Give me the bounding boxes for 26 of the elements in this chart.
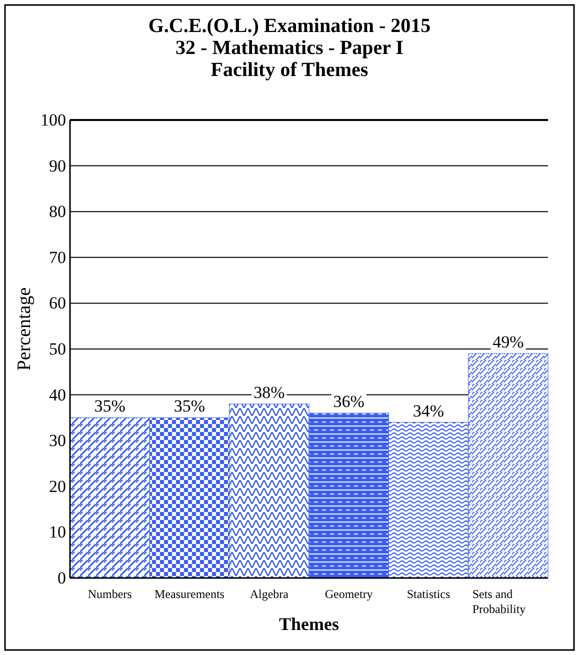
- data-label: 49%: [492, 332, 524, 352]
- chart-title: G.C.E.(O.L.) Examination - 2015 32 - Mathematics - Paper I Facility of Themes: [148, 15, 431, 81]
- y-tick-label: 90: [49, 156, 66, 176]
- data-label: 38%: [254, 382, 285, 402]
- y-axis-title: Percentage: [14, 287, 35, 371]
- data-label: 35%: [94, 396, 126, 416]
- x-axis-title: Themes: [279, 614, 339, 634]
- x-tick-label: Sets and Probability: [472, 587, 526, 616]
- y-tick-label: 0: [58, 568, 66, 588]
- x-tick-label: Measurements: [154, 587, 225, 601]
- y-tick-label: 70: [49, 248, 66, 267]
- x-tick-label: Algebra: [250, 587, 290, 601]
- x-tick-label: Geometry: [324, 587, 373, 601]
- y-tick-label: 50: [49, 339, 66, 358]
- y-tick-label: 60: [49, 294, 66, 313]
- x-tick-label: Numbers: [88, 587, 132, 601]
- data-label: 34%: [412, 401, 444, 420]
- data-label: 36%: [333, 392, 364, 412]
- y-tick-label: 40: [49, 385, 66, 404]
- y-tick-label: 30: [49, 431, 66, 450]
- y-tick-label: 100: [40, 110, 66, 130]
- data-label: 35%: [174, 396, 206, 416]
- y-tick-label: 80: [49, 202, 66, 222]
- y-tick-label: 20: [49, 476, 66, 496]
- y-tick-label: 10: [49, 522, 66, 542]
- x-tick-label: Statistics: [406, 587, 450, 601]
